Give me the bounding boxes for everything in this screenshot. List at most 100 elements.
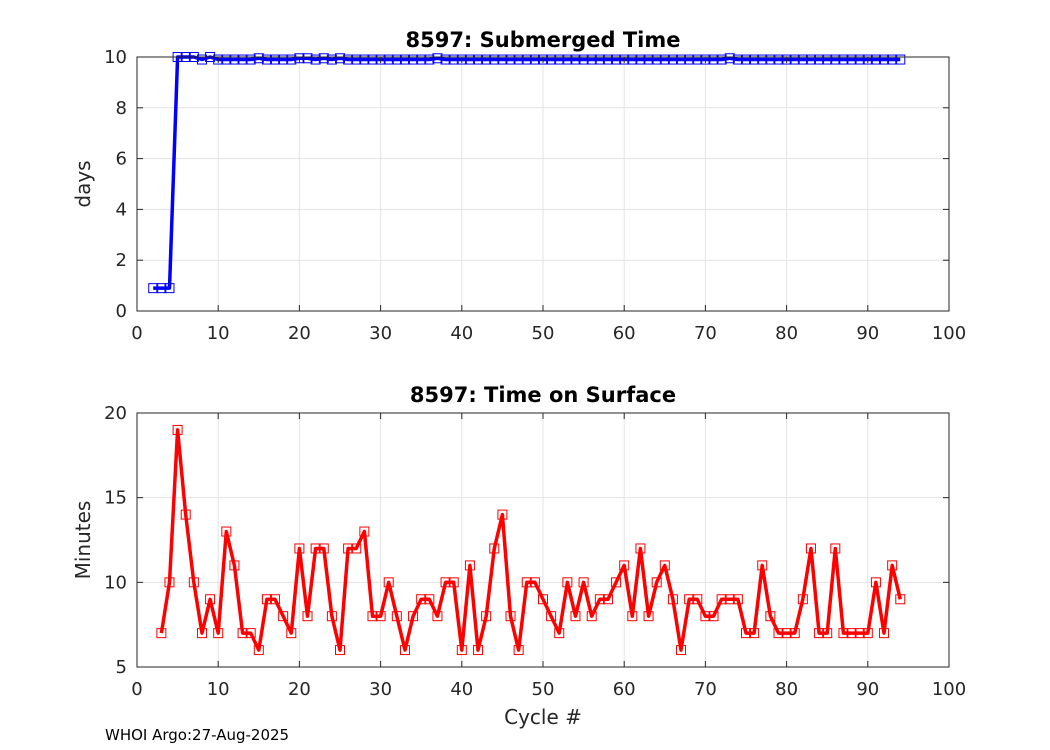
data-point-marker [562,577,573,588]
data-point-marker [838,628,849,639]
data-point-marker [448,54,459,65]
chart-title: 8597: Submerged Time [405,28,680,52]
data-point-marker [830,54,841,65]
data-point-marker [594,594,605,605]
y-tick-label: 10 [104,572,127,593]
data-point-marker [416,54,427,65]
data-point-marker [237,54,248,65]
data-point-marker [538,594,548,605]
data-point-marker [602,594,613,605]
data-point-marker [180,509,191,520]
data-point-marker [326,611,337,622]
data-point-marker [213,54,224,65]
data-point-marker [651,54,662,65]
data-point-marker [708,611,719,622]
data-point-marker [245,54,256,65]
data-point-marker [521,54,532,65]
data-point-marker [473,54,484,65]
data-point-marker [757,560,768,571]
data-point-marker [546,611,557,622]
x-tick-label: 90 [856,679,879,700]
data-point-marker [270,594,281,605]
data-point-marker [659,560,670,571]
data-point-marker [838,54,849,65]
data-point-marker [887,560,898,571]
data-point-marker [367,54,378,65]
data-point-marker [814,54,825,65]
data-point-marker [716,594,727,605]
data-point-marker [156,283,167,294]
data-point-marker [830,543,841,554]
y-axis-label: days [71,160,95,207]
data-point-marker [619,560,630,571]
data-point-marker [294,543,305,554]
x-tick-label: 20 [288,323,311,344]
data-point-marker [822,54,833,65]
data-point-marker [578,577,589,588]
data-point-marker [302,611,313,622]
data-point-marker [326,54,337,65]
data-point-marker [667,54,678,65]
data-point-marker [676,645,687,656]
data-point-marker [635,54,646,65]
x-tick-label: 60 [613,323,636,344]
data-point-marker [432,53,443,64]
data-point-marker [497,54,508,65]
y-tick-label: 20 [104,403,127,424]
data-point-marker [148,283,159,294]
data-point-marker [708,54,719,65]
data-point-marker [399,54,410,65]
data-point-marker [513,645,524,656]
data-point-marker [635,543,646,554]
data-point-marker [513,54,524,65]
data-point-marker [286,628,297,639]
tick-labels: 0 10 20 30 40 50 60 70 80 90 100 0 2 4 6 8 10 [104,47,966,344]
data-point-marker [261,54,272,65]
data-point-marker [814,628,825,639]
data-point-marker [602,54,613,65]
data-point-marker [757,54,768,65]
data-point-marker [741,628,751,639]
data-point-marker [700,54,711,65]
data-point-marker [359,54,370,65]
tick-labels: 0 10 20 30 40 50 60 70 80 90 100 5 10 15 20 [104,403,966,700]
data-point-marker [724,594,735,605]
data-point-marker [870,54,881,65]
data-point-marker [351,54,362,65]
data-point-marker [464,560,475,571]
data-point-marker [497,509,508,520]
data-point-marker [375,54,386,65]
y-tick-label: 8 [116,98,127,119]
x-tick-label: 30 [369,679,392,700]
submerged-time-plot: 0 10 20 30 40 50 60 70 80 90 100 0 2 4 6 8 10 8597: Subm… [71,28,966,344]
data-point-marker [424,54,435,65]
data-point-marker [286,54,297,65]
y-tick-label: 6 [116,149,127,170]
data-point-marker [797,54,808,65]
data-point-marker [870,577,881,588]
data-point-marker [570,54,581,65]
data-point-marker [351,543,362,554]
data-point-marker [692,54,703,65]
data-point-marker [570,611,581,622]
data-point-marker [253,53,264,64]
data-point-marker [611,577,622,588]
x-tick-label: 50 [532,323,555,344]
data-point-marker [489,54,500,65]
data-point-marker [505,54,516,65]
data-point-marker [765,611,776,622]
data-point-marker [611,54,622,65]
series-line [153,55,901,290]
data-point-marker [229,54,240,65]
data-point-marker [879,54,890,65]
data-point-marker [846,54,857,65]
x-tick-label: 30 [369,323,392,344]
data-point-marker [391,611,402,622]
footer-stamp: WHOI Argo:27-Aug-2025 [105,726,289,744]
data-point-marker [343,54,354,65]
data-point-marker [627,54,638,65]
data-point-marker [749,628,760,639]
data-point-marker [335,645,345,656]
data-point-marker [408,54,419,65]
data-point-marker [724,53,735,64]
